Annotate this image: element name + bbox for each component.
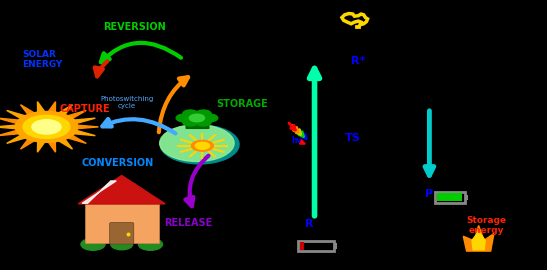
FancyBboxPatch shape [300,242,304,250]
Polygon shape [82,181,116,203]
Polygon shape [66,110,86,119]
Polygon shape [20,138,36,149]
Polygon shape [21,105,36,116]
Text: hv: hv [292,136,302,146]
Circle shape [195,142,210,149]
Circle shape [196,110,211,117]
FancyBboxPatch shape [334,244,337,248]
Polygon shape [7,110,27,119]
Polygon shape [0,125,18,129]
Circle shape [160,125,239,164]
Circle shape [176,114,191,122]
Polygon shape [106,186,127,190]
FancyBboxPatch shape [437,193,462,201]
Text: REVERSION: REVERSION [103,22,165,32]
Polygon shape [0,130,21,136]
FancyBboxPatch shape [185,117,210,129]
Polygon shape [115,180,135,185]
Polygon shape [463,225,494,251]
Circle shape [15,112,78,142]
Polygon shape [48,102,55,113]
Text: CAPTURE: CAPTURE [60,104,110,114]
Polygon shape [38,102,45,113]
Polygon shape [72,118,95,124]
FancyBboxPatch shape [85,204,159,243]
Polygon shape [121,183,139,191]
Polygon shape [57,105,72,116]
Polygon shape [472,232,485,250]
Text: Storage
energy: Storage energy [467,216,507,235]
Text: Photoswitching
cycle: Photoswitching cycle [100,96,154,109]
Circle shape [32,120,61,134]
Polygon shape [78,176,165,204]
Text: TS: TS [345,133,360,143]
Polygon shape [75,125,98,129]
Text: STORAGE: STORAGE [216,99,268,109]
Circle shape [202,114,218,122]
Circle shape [191,140,213,151]
FancyBboxPatch shape [109,222,133,244]
Polygon shape [7,134,27,143]
Text: SOLAR
ENERGY: SOLAR ENERGY [22,50,62,69]
Text: R: R [305,219,313,229]
Text: R*: R* [351,56,365,66]
Polygon shape [57,138,72,149]
Circle shape [23,115,70,139]
Text: CONVERSION: CONVERSION [82,158,154,168]
Text: RELEASE: RELEASE [165,218,213,228]
Polygon shape [38,140,45,152]
Circle shape [183,110,198,117]
Polygon shape [72,130,95,136]
Circle shape [138,238,162,250]
Circle shape [196,119,211,126]
Circle shape [81,238,105,250]
Polygon shape [66,134,86,143]
Circle shape [183,119,198,126]
Polygon shape [0,118,21,124]
Text: P: P [426,189,433,200]
Polygon shape [48,140,55,152]
FancyBboxPatch shape [465,195,468,200]
Circle shape [110,239,133,250]
Circle shape [160,125,234,161]
Circle shape [189,114,205,122]
